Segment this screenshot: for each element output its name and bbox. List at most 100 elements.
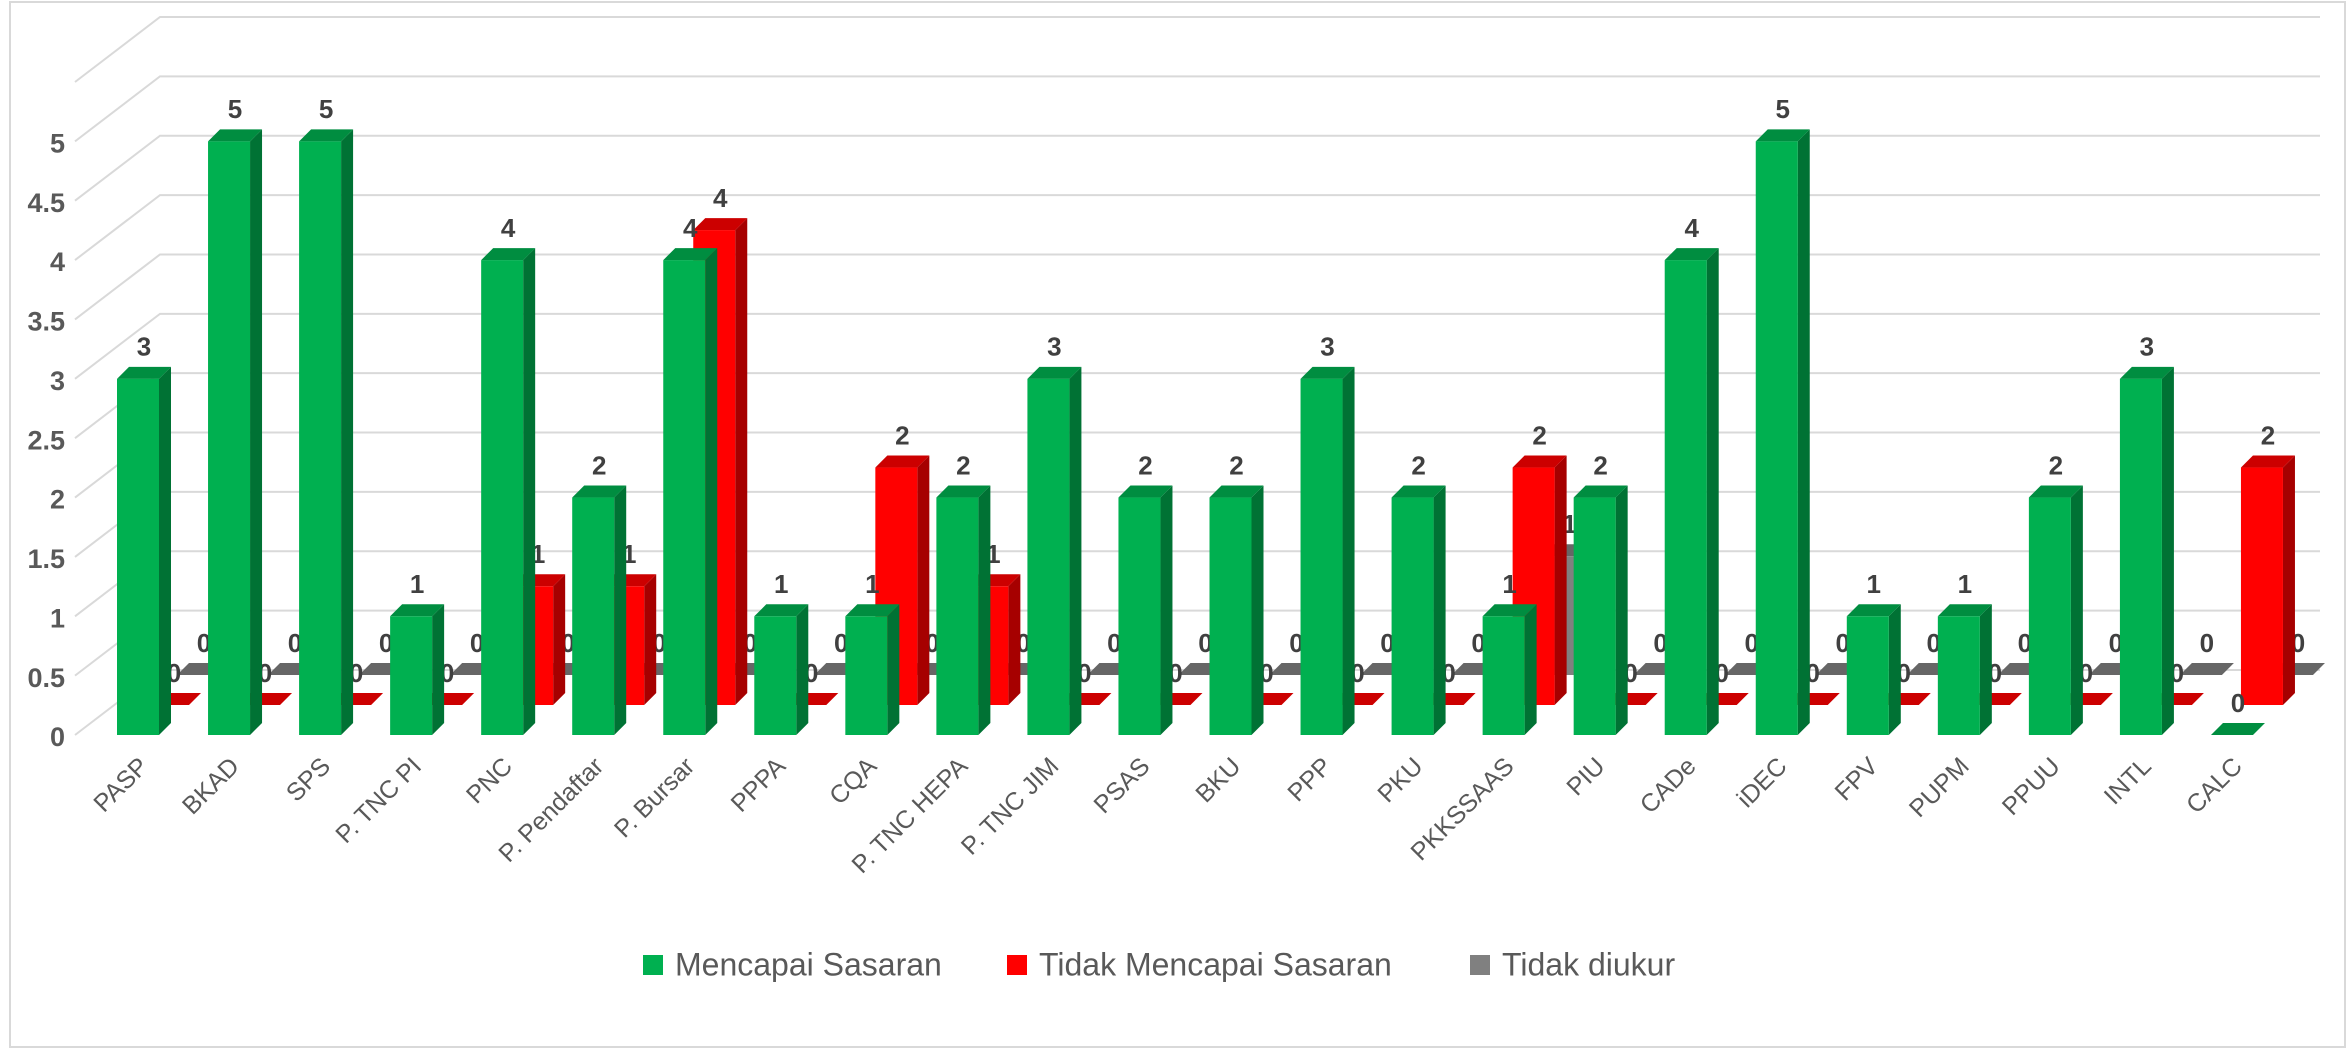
bar-top bbox=[1755, 129, 1810, 142]
bar-side bbox=[1008, 574, 1021, 705]
bar-side bbox=[1251, 485, 1264, 735]
bar bbox=[2028, 497, 2071, 735]
x-tick-label: PPP bbox=[1282, 752, 1337, 807]
bar-top bbox=[1512, 455, 1567, 468]
bar-top bbox=[1209, 485, 1264, 498]
bar-side bbox=[705, 248, 718, 735]
bar bbox=[845, 616, 888, 735]
x-tick-label: FPV bbox=[1830, 752, 1884, 806]
bar-side bbox=[341, 129, 354, 735]
data-label: 0 bbox=[288, 628, 302, 658]
bar-side bbox=[523, 248, 536, 735]
grid-line bbox=[74, 75, 2320, 143]
data-label: 1 bbox=[1502, 569, 1516, 599]
bar-top bbox=[663, 248, 718, 261]
data-label: 0 bbox=[1653, 628, 1667, 658]
data-label: 0 bbox=[1198, 628, 1212, 658]
x-tick-label: PUPM bbox=[1904, 752, 1975, 823]
data-label: 3 bbox=[1320, 332, 1334, 362]
bar-top bbox=[693, 218, 748, 231]
x-tick-label: PIU bbox=[1561, 752, 1610, 801]
x-tick-label: INTL bbox=[2099, 752, 2157, 810]
bar-top bbox=[299, 129, 354, 142]
bar-top bbox=[481, 248, 536, 261]
bar bbox=[663, 260, 706, 735]
y-tick-label: 4 bbox=[50, 247, 65, 277]
data-label: 2 bbox=[1411, 450, 1425, 480]
data-label: 2 bbox=[956, 450, 970, 480]
data-label: 0 bbox=[379, 628, 393, 658]
bar bbox=[299, 141, 342, 735]
data-label: 0 bbox=[470, 628, 484, 658]
bar-top bbox=[2210, 723, 2265, 735]
data-label: 4 bbox=[713, 183, 728, 213]
bar-side bbox=[644, 574, 657, 705]
bar bbox=[1300, 378, 1343, 735]
legend-label: Tidak Mencapai Sasaran bbox=[1039, 946, 1392, 982]
data-label: 5 bbox=[228, 94, 242, 124]
data-label: 2 bbox=[1138, 450, 1152, 480]
bar-side bbox=[159, 366, 171, 735]
bar-side bbox=[1615, 485, 1628, 735]
bar bbox=[208, 141, 251, 735]
data-label: 4 bbox=[683, 213, 698, 243]
bar bbox=[390, 616, 433, 735]
bar bbox=[481, 260, 524, 735]
data-label: 5 bbox=[1776, 94, 1790, 124]
bar bbox=[1573, 497, 1616, 735]
x-tick-label: P. TNC JIM bbox=[956, 752, 1065, 861]
data-label: 2 bbox=[1593, 450, 1607, 480]
bar-side bbox=[1433, 485, 1446, 735]
bar-top bbox=[1573, 485, 1628, 498]
bar-top bbox=[845, 604, 900, 617]
data-label: 0 bbox=[2231, 688, 2245, 718]
data-label: 3 bbox=[2140, 332, 2154, 362]
data-label: 0 bbox=[2200, 628, 2214, 658]
y-tick-label: 1 bbox=[50, 603, 65, 633]
bar-top bbox=[1300, 366, 1355, 379]
bar-side bbox=[735, 218, 748, 705]
bar-side bbox=[432, 604, 445, 735]
bar-side bbox=[796, 604, 809, 735]
bar bbox=[936, 497, 979, 735]
bar-top bbox=[1846, 604, 1901, 617]
bar-top bbox=[2119, 366, 2174, 379]
data-label: 1 bbox=[1867, 569, 1881, 599]
bar-side bbox=[2282, 455, 2295, 705]
y-tick-label: 1.5 bbox=[27, 544, 65, 574]
bar-side bbox=[1888, 604, 1901, 735]
bar bbox=[1482, 616, 1525, 735]
data-label: 0 bbox=[1380, 628, 1394, 658]
bar-top bbox=[2240, 455, 2295, 468]
x-tick-label: PKU bbox=[1372, 752, 1428, 808]
bar-top bbox=[754, 604, 809, 617]
bar bbox=[1664, 260, 1707, 735]
bar-side bbox=[1554, 455, 1567, 705]
bar-side bbox=[2070, 485, 2083, 735]
bar-side bbox=[1797, 129, 1810, 735]
bar-top bbox=[1482, 604, 1537, 617]
y-tick-label: 2 bbox=[50, 485, 65, 515]
bar-top bbox=[1664, 248, 1719, 261]
bar bbox=[1391, 497, 1434, 735]
bar-side bbox=[2161, 366, 2174, 735]
x-tick-label: PPUU bbox=[1997, 752, 2066, 821]
x-tick-label: BKU bbox=[1190, 752, 1246, 808]
grid-line bbox=[74, 194, 2320, 261]
x-tick-label: CQA bbox=[824, 752, 882, 810]
y-tick-label: 2.5 bbox=[27, 425, 65, 455]
y-tick-label: 0 bbox=[50, 722, 65, 752]
bar-side bbox=[250, 129, 263, 735]
data-label: 0 bbox=[2109, 628, 2123, 658]
bar-side bbox=[1524, 604, 1537, 735]
bar bbox=[2240, 467, 2283, 705]
bar bbox=[1755, 141, 1798, 735]
bar-top bbox=[117, 366, 171, 379]
bar-top bbox=[1391, 485, 1446, 498]
grid-line bbox=[74, 134, 2320, 202]
data-label: 0 bbox=[2018, 628, 2032, 658]
bar bbox=[1118, 497, 1161, 735]
bar bbox=[2119, 378, 2162, 735]
data-label: 0 bbox=[1107, 628, 1121, 658]
